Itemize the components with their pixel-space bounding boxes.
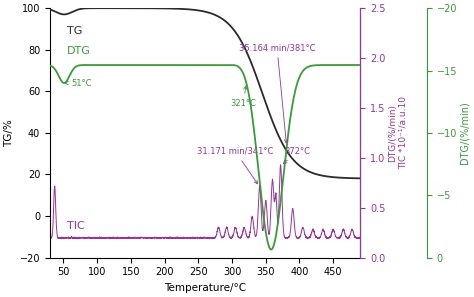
Text: TG: TG <box>67 26 82 36</box>
Text: 372°C: 372°C <box>283 147 310 164</box>
Text: TIC: TIC <box>67 221 85 231</box>
Text: 51°C: 51°C <box>65 79 92 88</box>
Text: 31.171 min/341°C: 31.171 min/341°C <box>197 147 273 184</box>
Text: 35.164 min/381°C: 35.164 min/381°C <box>239 43 315 143</box>
Text: 321°C: 321°C <box>231 86 256 108</box>
X-axis label: Temperature/°C: Temperature/°C <box>164 283 246 293</box>
Y-axis label: DTG/(%/min): DTG/(%/min) <box>460 102 470 164</box>
Text: DTG: DTG <box>67 46 91 56</box>
Y-axis label: DTG/(%/min)
TIC *10⁻¹/a.u.10: DTG/(%/min) TIC *10⁻¹/a.u.10 <box>388 96 408 169</box>
Y-axis label: TG/%: TG/% <box>4 119 14 147</box>
